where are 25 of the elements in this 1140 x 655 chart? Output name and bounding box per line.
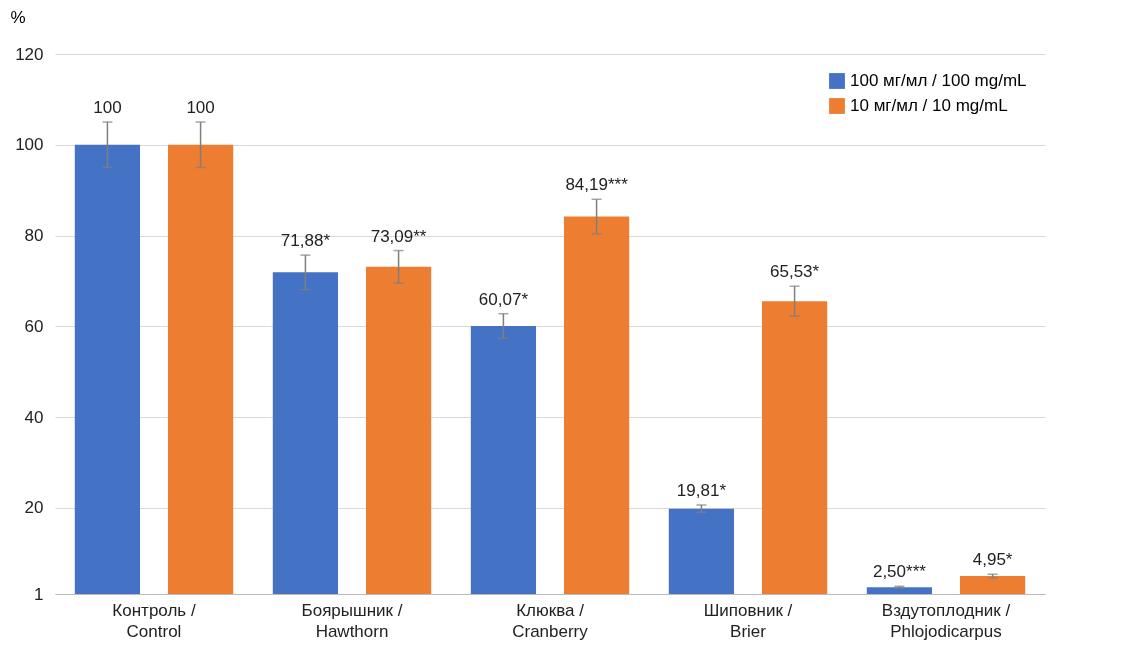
x-tick-label: Контроль / Control bbox=[112, 600, 196, 641]
legend-label: 100 мг/мл / 100 mg/mL bbox=[850, 71, 1027, 90]
data-label: 4,95* bbox=[972, 550, 1013, 570]
data-label: 19,81* bbox=[676, 481, 727, 501]
data-label: 65,53* bbox=[770, 262, 820, 282]
x-tick-label: Клюква / Cranberry bbox=[512, 600, 589, 641]
y-tick-label: 80 bbox=[24, 226, 44, 246]
y-tick-label: 60 bbox=[24, 316, 44, 336]
y-tick-label: 1 bbox=[34, 584, 44, 604]
data-label: 73,09** bbox=[370, 226, 427, 246]
x-tick-label: Вздутоплодник / Phlojodicarpus bbox=[881, 600, 1011, 641]
data-label: 84,19*** bbox=[565, 175, 629, 195]
y-tick-label: 100 bbox=[15, 135, 44, 155]
legend-label: 10 мг/мл / 10 mg/mL bbox=[850, 96, 1008, 115]
x-tick-label: Боярышник / Hawthorn bbox=[301, 600, 403, 641]
data-label: 100 bbox=[186, 98, 215, 118]
y-tick-label: 120 bbox=[15, 44, 44, 64]
data-label: 60,07* bbox=[478, 289, 529, 309]
x-tick-label: Шиповник / Brier bbox=[703, 600, 793, 641]
y-axis-title: % bbox=[10, 7, 26, 27]
data-label: 100 bbox=[93, 98, 122, 118]
y-tick-label: 40 bbox=[24, 407, 44, 427]
data-label: 71,88* bbox=[280, 231, 331, 251]
data-label: 2,50*** bbox=[872, 562, 927, 582]
y-tick-label: 20 bbox=[24, 498, 44, 518]
